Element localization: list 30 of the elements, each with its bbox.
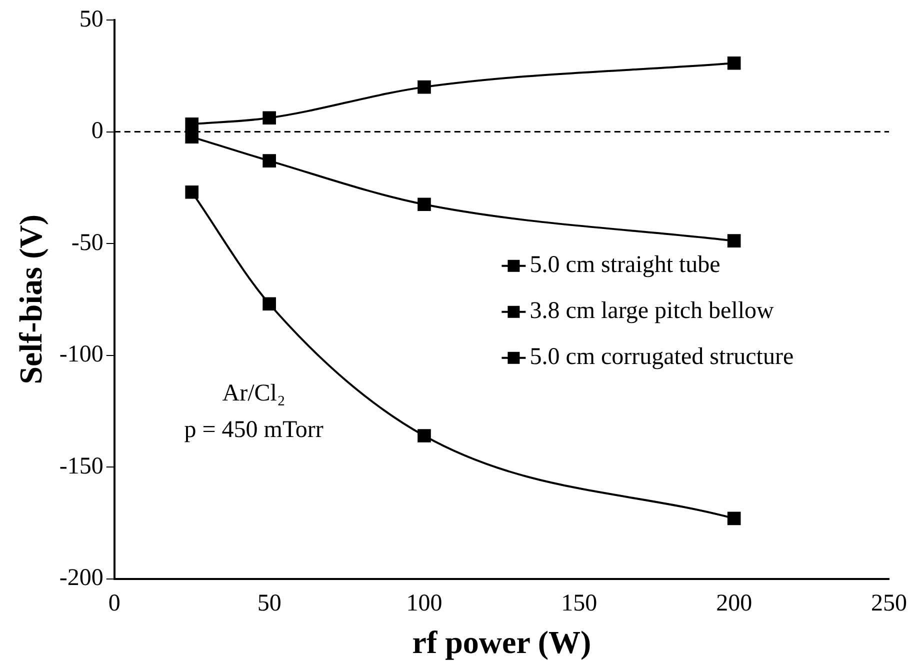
y-tick-label: -150: [59, 453, 104, 480]
point: [418, 429, 431, 442]
legend-label: 5.0 cm straight tube: [530, 252, 720, 278]
x-tick-label: 200: [716, 590, 752, 616]
point: [262, 154, 276, 168]
x-tick-label: 150: [561, 590, 598, 616]
annotation: Ar/Cl₂: [222, 380, 286, 407]
point: [727, 56, 741, 70]
point: [262, 111, 276, 125]
annotation: p = 450 mTorr: [184, 417, 324, 444]
point: [727, 234, 741, 248]
x-tick-label: 100: [406, 590, 442, 616]
point: [727, 512, 741, 526]
y-axis-title: Self-bias (V): [12, 214, 48, 384]
y-tick-label: -100: [59, 342, 104, 368]
point: [185, 185, 199, 199]
point: [418, 80, 431, 94]
y-tick-label: -200: [59, 565, 104, 592]
point: [185, 118, 199, 131]
legend-label: 3.8 cm large pitch bellow: [530, 298, 775, 324]
legend-label: 5.0 cm corrugated structure: [530, 344, 794, 370]
y-tick-label: -50: [71, 230, 104, 256]
point: [418, 198, 431, 212]
x-tick-label: 250: [871, 590, 907, 616]
point: [262, 297, 276, 311]
x-tick-label: 50: [257, 590, 282, 616]
x-tick-label: 0: [108, 590, 120, 616]
x-axis-title: rf power (W): [412, 624, 592, 660]
y-tick-label: 0: [91, 118, 104, 144]
y-tick-label: 50: [79, 6, 104, 32]
